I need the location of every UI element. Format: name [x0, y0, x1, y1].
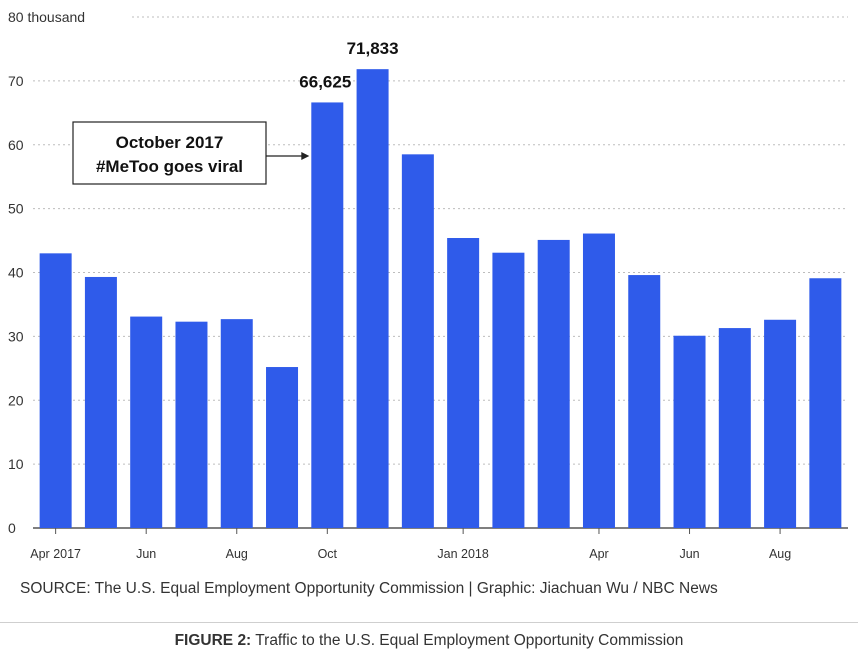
annotation-box: [72, 121, 267, 185]
bar: [537, 239, 570, 528]
x-tick-label: Aug: [769, 547, 791, 561]
bar: [311, 102, 344, 529]
bar: [628, 275, 661, 528]
bar: [220, 319, 253, 528]
data-label: 66,625: [299, 72, 351, 91]
bar: [266, 367, 299, 528]
annotation: October 2017 #MeToo goes viral: [72, 121, 310, 185]
bar: [764, 319, 797, 528]
annotation-arrowhead: [301, 152, 310, 160]
y-tick-label: 40: [8, 265, 24, 281]
bar: [39, 253, 72, 528]
y-tick-label: 20: [8, 392, 24, 408]
source-credit: SOURCE: The U.S. Equal Employment Opport…: [20, 580, 718, 597]
x-tick-label: Oct: [318, 547, 338, 561]
bar: [492, 252, 525, 529]
bar: [718, 328, 751, 528]
annotation-line2: #MeToo goes viral: [96, 157, 243, 176]
bar: [84, 276, 117, 528]
bar: [130, 316, 163, 528]
bar: [582, 233, 615, 528]
x-tick-label: Jun: [136, 547, 156, 561]
y-tick-label: 0: [8, 520, 16, 536]
bar: [673, 335, 706, 528]
y-tick-label: 50: [8, 201, 24, 217]
annotation-line1: October 2017: [116, 133, 224, 152]
x-tick-label: Aug: [226, 547, 248, 561]
x-tick-label: Jan 2018: [437, 547, 488, 561]
bars: [39, 69, 842, 529]
bar: [175, 321, 208, 528]
x-tick-label: Jun: [679, 547, 699, 561]
bar: [809, 278, 842, 528]
bar: [401, 154, 434, 529]
x-tick-label: Apr: [589, 547, 608, 561]
x-tick-label: Apr 2017: [30, 547, 81, 561]
y-unit-label: 80 thousand: [8, 9, 85, 25]
bar: [356, 69, 389, 528]
axis-labels: 0 10 20 30 40 50 60 70 80 thousand Apr 2017 Jun Aug…: [8, 9, 791, 561]
y-tick-label: 60: [8, 137, 24, 153]
divider: [0, 622, 858, 623]
y-tick-label: 10: [8, 456, 24, 472]
figure-label: FIGURE 2:: [174, 632, 252, 649]
data-label: 71,833: [347, 39, 399, 58]
figure-text: Traffic to the U.S. Equal Employment Opp…: [251, 632, 684, 649]
figure-caption: FIGURE 2: Traffic to the U.S. Equal Empl…: [0, 632, 858, 650]
y-tick-label: 30: [8, 328, 24, 344]
bar: [447, 238, 480, 528]
bar-chart: 0 10 20 30 40 50 60 70 80 thousand Apr 2017 Jun Aug…: [8, 9, 848, 561]
y-tick-label: 70: [8, 73, 24, 89]
